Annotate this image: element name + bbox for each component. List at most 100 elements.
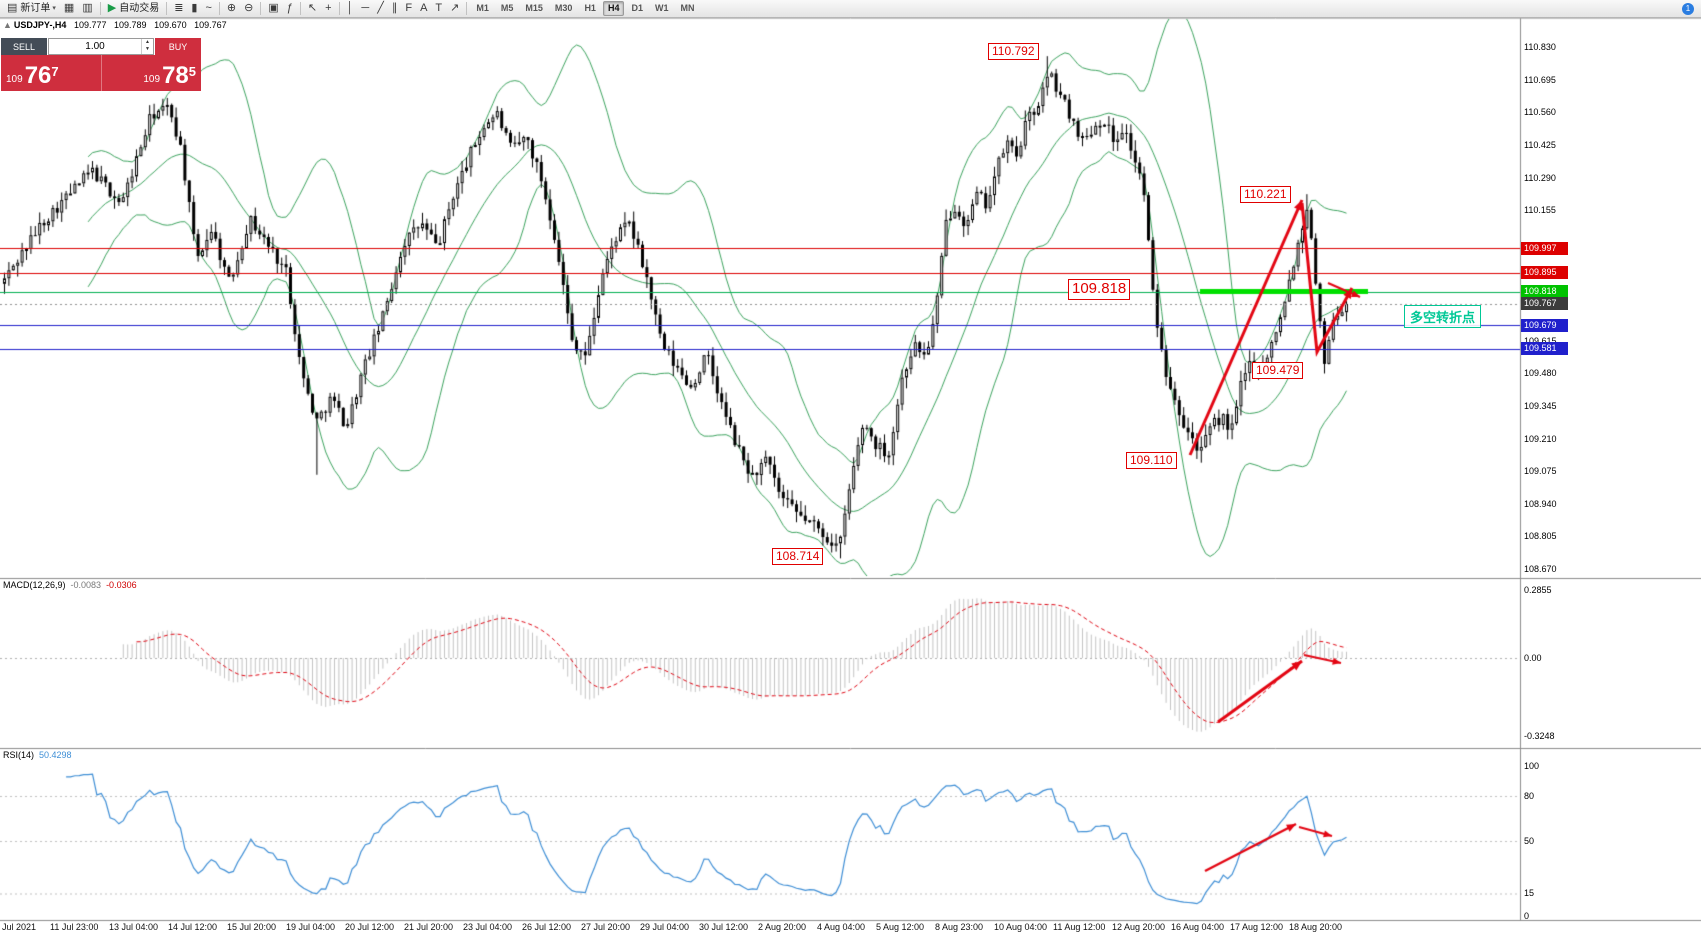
timeframe-m1[interactable]: M1 [476, 3, 489, 13]
price-annotation[interactable]: 110.221 [1240, 186, 1291, 203]
text-icon: A [420, 2, 428, 14]
bars-style-button[interactable]: ≣ [171, 1, 186, 16]
time-axis-label: 18 Aug 20:00 [1289, 922, 1343, 932]
one-click-trade-panel: SELL 1.00 ▲ ▼ BUY 109 76 7 109 78 5 [1, 38, 201, 91]
ask-head: 109 [143, 74, 161, 85]
price-annotation[interactable]: 109.818 [1068, 279, 1131, 300]
timeframe-m15[interactable]: M15 [525, 3, 543, 13]
bid-price[interactable]: 109 76 7 [1, 55, 101, 91]
price-annotation[interactable]: 109.110 [1126, 452, 1177, 469]
volume-value[interactable]: 1.00 [85, 41, 105, 52]
spin-up-icon[interactable]: ▲ [145, 39, 150, 45]
time-axis-label: Jul 2021 [2, 922, 37, 932]
price-axis-tick: 110.425 [1524, 139, 1556, 150]
price-axis-tick: 109.210 [1524, 433, 1557, 444]
time-axis-label: 2 Aug 20:00 [758, 922, 807, 932]
line-style-button[interactable]: ~ [202, 1, 214, 16]
charts-grid-button[interactable]: ▦ [61, 1, 77, 16]
toolbar-separator [99, 2, 101, 15]
macd-axis-label: 0.00 [1524, 653, 1542, 663]
arrow-tools-icon: ↗ [450, 2, 460, 14]
arrow-tools-button[interactable]: ↗ [447, 1, 462, 16]
channel-button[interactable]: ∥ [389, 1, 401, 16]
crosshair-button[interactable]: + [322, 1, 334, 16]
chart-list-icon: ▥ [82, 2, 93, 14]
indicators-icon: ƒ [286, 2, 293, 14]
time-axis-label: 29 Jul 04:00 [640, 922, 690, 932]
new-order-button[interactable]: ▤ 新订单 ▾ [4, 1, 59, 16]
fibonacci-button[interactable]: F [402, 1, 415, 16]
price-annotation[interactable]: 108.714 [772, 548, 824, 565]
macd-axis-label: -0.3248 [1524, 731, 1555, 741]
candles-style-button[interactable]: ▮ [188, 1, 200, 16]
bid-sup: 7 [51, 64, 59, 79]
price-axis-tick: 108.670 [1524, 564, 1557, 574]
trendline-button[interactable]: ╱ [374, 1, 387, 16]
time-axis-label: 8 Aug 23:00 [935, 922, 984, 932]
ask-sup: 5 [188, 64, 196, 79]
notification-badge[interactable]: 1 [1682, 2, 1694, 15]
volume-stepper[interactable]: 1.00 ▲ ▼ [48, 38, 154, 55]
timeframe-m30[interactable]: M30 [554, 3, 573, 13]
price-annotation[interactable]: 109.479 [1252, 362, 1304, 379]
label-button[interactable]: T [432, 1, 445, 16]
spin-down-icon[interactable]: ▼ [145, 46, 150, 52]
time-axis-label: 4 Aug 04:00 [817, 922, 866, 932]
price-badge-resistance2: 109.895 [1521, 266, 1568, 280]
tile-windows-icon: ▣ [268, 2, 279, 14]
time-axis-label: 10 Aug 04:00 [994, 922, 1048, 932]
candles-style-icon: ▮ [191, 2, 198, 14]
time-axis-label: 19 Jul 04:00 [286, 922, 336, 932]
rsi-axis-label: 100 [1524, 761, 1540, 771]
sell-button[interactable]: SELL [1, 38, 47, 55]
time-axis-label: 26 Jul 12:00 [522, 922, 572, 932]
vertical-line-button[interactable]: │ [344, 1, 357, 16]
volume-spinner[interactable]: ▲ ▼ [141, 39, 153, 54]
ask-big: 78 [162, 62, 189, 89]
chevron-down-icon: ▾ [52, 5, 56, 12]
auto-trading-icon: ▶ [107, 2, 117, 14]
buy-button[interactable]: BUY [155, 38, 201, 55]
auto-trading-button[interactable]: ▶ 自动交易 [105, 1, 162, 16]
chart-list-button[interactable]: ▥ [79, 1, 95, 16]
rsi-axis-label: 50 [1524, 836, 1535, 846]
toolbar-separator [338, 2, 340, 15]
timeframe-mn[interactable]: MN [680, 3, 695, 13]
line-style-icon: ~ [205, 2, 212, 14]
cursor-button[interactable]: ↖ [305, 1, 320, 16]
quote-low: 109.670 [154, 20, 187, 30]
price-axis-tick: 108.805 [1524, 531, 1557, 542]
quote-open: 109.777 [73, 20, 107, 30]
time-axis-label: 11 Jul 23:00 [50, 922, 99, 932]
price-axis-tick: 109.075 [1524, 466, 1557, 477]
price-badge-pivot: 109.818 [1521, 285, 1568, 299]
timeframe-h4[interactable]: H4 [602, 1, 625, 16]
cursor-icon: ↖ [307, 2, 318, 14]
time-axis-label: 14 Jul 12:00 [168, 922, 218, 932]
charts-grid-icon: ▦ [63, 2, 75, 14]
indicators-button[interactable]: ƒ [284, 1, 296, 16]
symbol-label: USDJPY-,H4 [13, 20, 67, 30]
timeframe-m5[interactable]: M5 [500, 3, 514, 13]
horizontal-line-button[interactable]: ─ [358, 1, 372, 16]
timeframe-w1[interactable]: W1 [654, 3, 669, 13]
text-button[interactable]: A [417, 1, 430, 16]
quote-close: 109.767 [194, 20, 227, 30]
ask-price[interactable]: 109 78 5 [100, 55, 202, 91]
timeframe-h1[interactable]: H1 [584, 3, 596, 13]
pivot-note[interactable]: 多空转折点 [1404, 305, 1482, 328]
zoom-out-button[interactable]: ⊖ [241, 1, 256, 16]
quote-high: 109.789 [114, 20, 147, 30]
time-axis-label: 23 Jul 04:00 [463, 922, 513, 932]
zoom-in-icon: ⊕ [226, 2, 237, 14]
tile-windows-button[interactable]: ▣ [265, 1, 281, 16]
rsi-axis-label: 80 [1524, 791, 1535, 801]
zoom-in-button[interactable]: ⊕ [224, 1, 239, 16]
price-annotation[interactable]: 110.792 [988, 43, 1039, 60]
price-axis-tick: 110.290 [1524, 172, 1556, 183]
toolbar-separator [166, 2, 168, 15]
timeframe-d1[interactable]: D1 [631, 3, 643, 13]
price-axis-tick: 109.480 [1524, 368, 1557, 379]
